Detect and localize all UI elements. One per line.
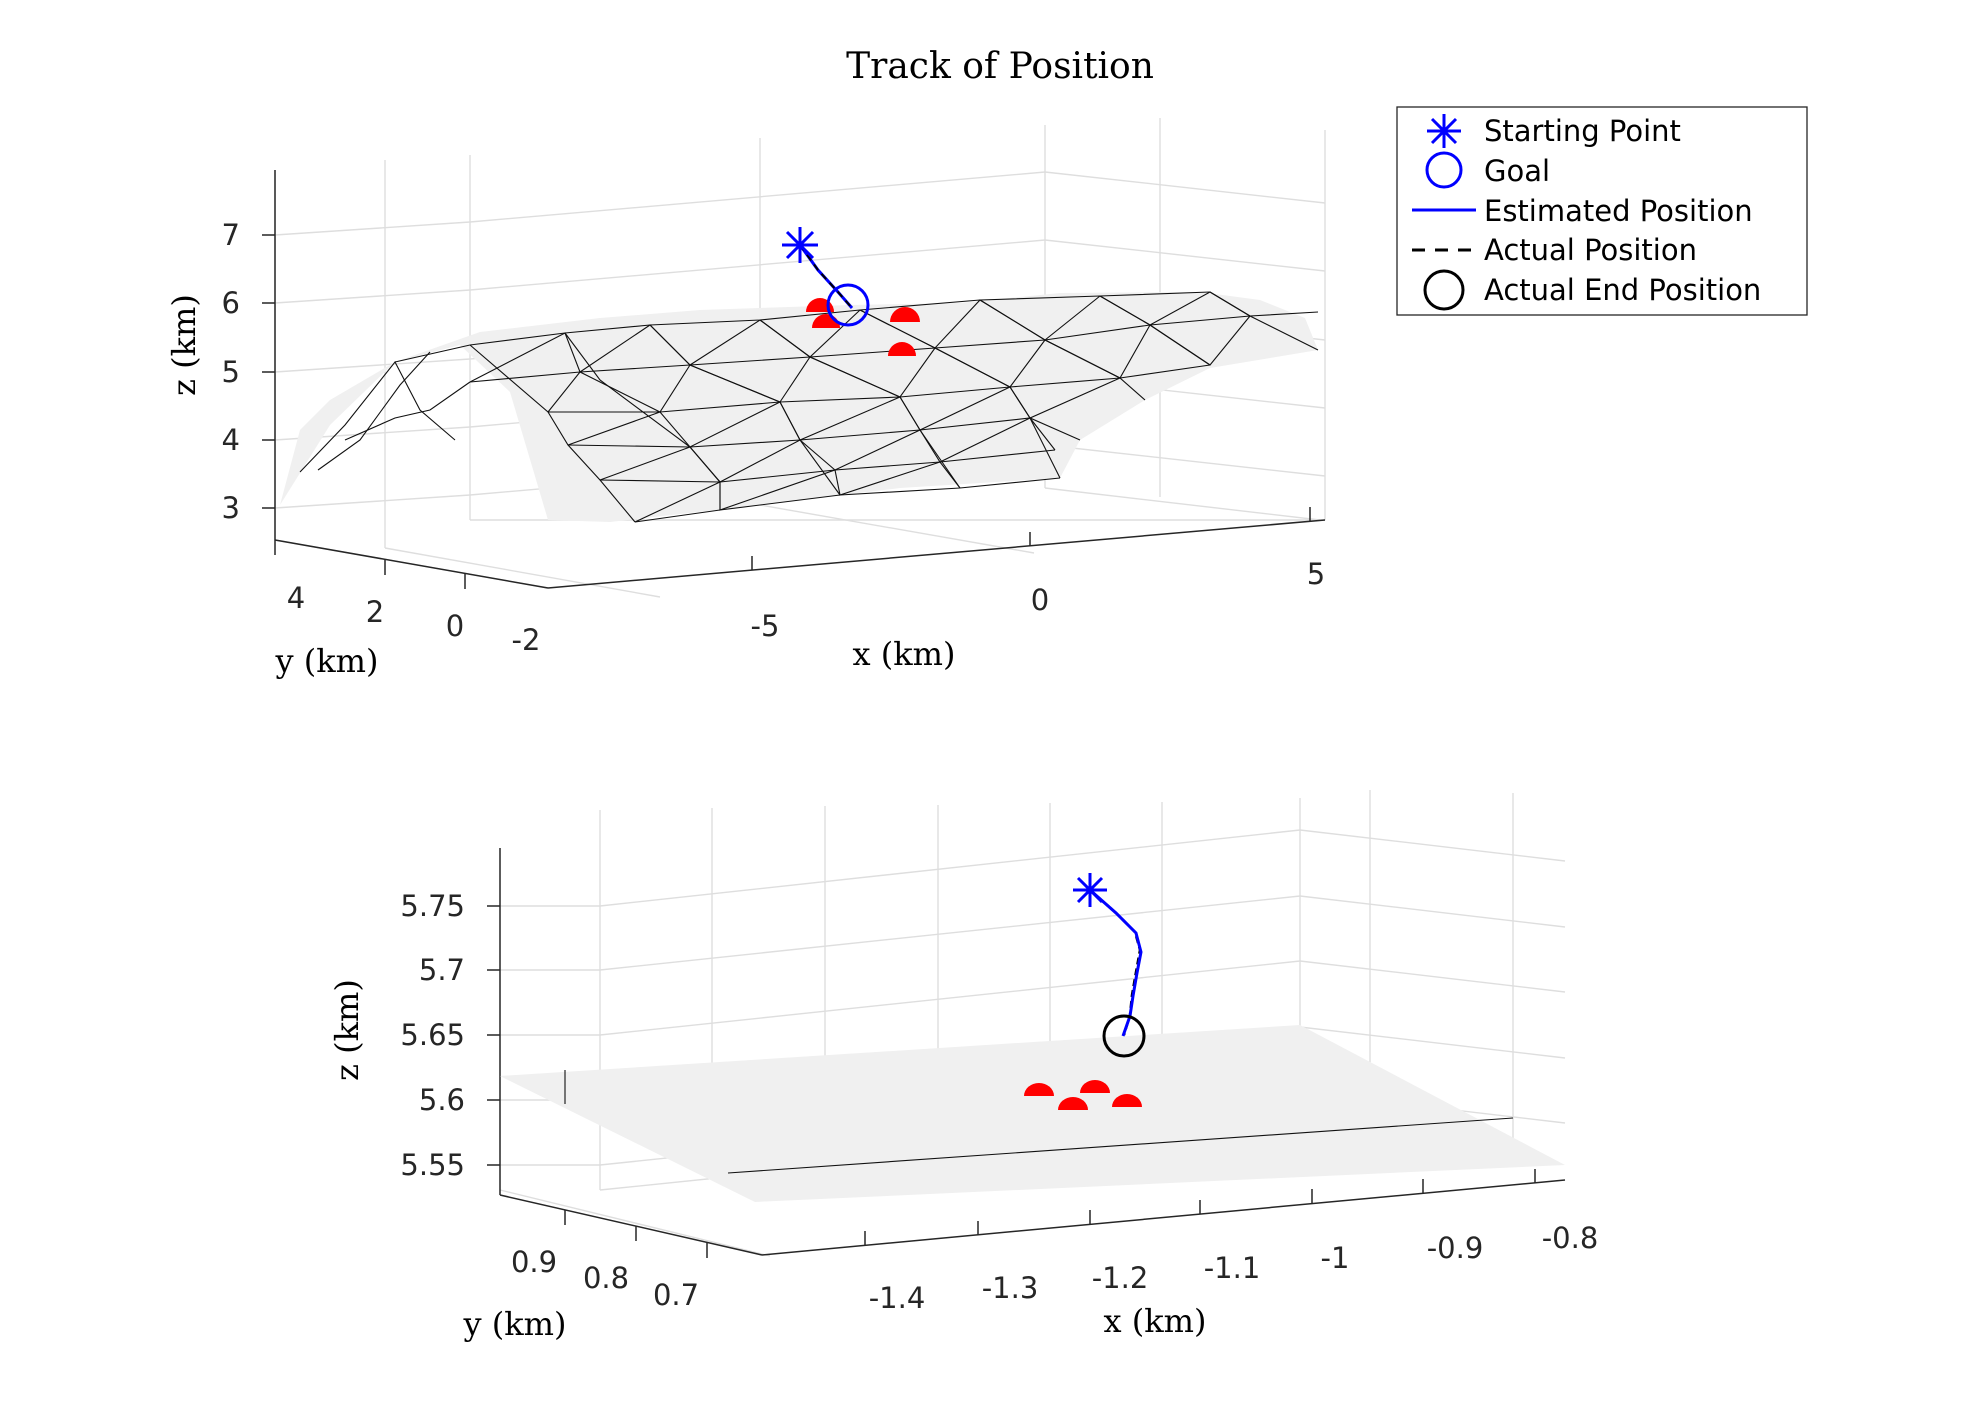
top-y-axis-label: y (km): [275, 642, 379, 680]
bottom-start-marker: [1073, 873, 1107, 907]
bottom-y-axis-label: y (km): [463, 1305, 567, 1343]
obstacle-marker: [890, 307, 920, 322]
svg-text:7: 7: [222, 218, 240, 252]
svg-text:-1.3: -1.3: [982, 1271, 1039, 1305]
svg-text:Estimated Position: Estimated Position: [1484, 194, 1753, 228]
top-actual-path: [799, 244, 853, 309]
obstacle-marker: [1024, 1083, 1054, 1096]
obstacle-marker: [1058, 1097, 1088, 1110]
bottom-plot: 5.75 5.7 5.65 5.6 5.55 0.9 0.8 0.7 -1.4 …: [328, 790, 1598, 1343]
bottom-trajectory: [1073, 873, 1146, 1058]
svg-text:4: 4: [222, 423, 240, 457]
bottom-estimated-path: [1089, 888, 1143, 1037]
svg-text:0.9: 0.9: [511, 1245, 557, 1279]
svg-text:-2: -2: [512, 623, 541, 657]
svg-text:-1.2: -1.2: [1092, 1261, 1149, 1295]
obstacle-marker: [1080, 1080, 1110, 1093]
bottom-actual-end-marker: [1102, 1014, 1146, 1058]
legend-entry-estimated-position: Estimated Position: [1412, 194, 1753, 228]
svg-text:-5: -5: [751, 609, 780, 643]
svg-text:Goal: Goal: [1484, 154, 1550, 188]
svg-text:5.75: 5.75: [400, 889, 465, 923]
legend-entry-actual-end-position: Actual End Position: [1423, 269, 1761, 311]
svg-text:Actual End Position: Actual End Position: [1484, 273, 1761, 307]
bottom-z-axis-label: z (km): [328, 979, 366, 1081]
svg-text:Actual Position: Actual Position: [1484, 233, 1697, 267]
svg-text:4: 4: [287, 581, 305, 615]
top-axes: [262, 170, 1326, 589]
bottom-terrain-plane: [500, 1025, 1565, 1202]
svg-text:0.8: 0.8: [583, 1261, 629, 1295]
svg-text:-0.8: -0.8: [1542, 1221, 1599, 1255]
bottom-y-tick-labels: 0.9 0.8 0.7: [511, 1245, 699, 1312]
svg-text:5.6: 5.6: [419, 1083, 465, 1117]
svg-text:5.65: 5.65: [400, 1018, 465, 1052]
bottom-x-tick-labels: -1.4 -1.3 -1.2 -1.1 -1 -0.9 -0.8: [869, 1221, 1599, 1315]
svg-text:0: 0: [1031, 583, 1049, 617]
svg-text:5.55: 5.55: [400, 1148, 465, 1182]
top-goal-marker: [826, 283, 870, 327]
svg-text:2: 2: [366, 595, 384, 629]
top-z-tick-labels: 7 6 5 4 3: [222, 218, 240, 525]
bottom-obstacles: [1024, 1080, 1142, 1110]
svg-text:0.7: 0.7: [653, 1278, 699, 1312]
obstacle-marker: [888, 342, 916, 356]
legend-entry-starting-point: Starting Point: [1427, 114, 1681, 148]
svg-text:5.7: 5.7: [419, 953, 465, 987]
svg-text:6: 6: [222, 286, 240, 320]
legend: Starting Point Goal Estimated Position A…: [1396, 106, 1808, 316]
svg-text:-1.4: -1.4: [869, 1281, 926, 1315]
svg-text:-1.1: -1.1: [1204, 1251, 1261, 1285]
svg-text:0: 0: [446, 609, 464, 643]
top-trajectory: [782, 227, 870, 327]
chart-title: Track of Position: [846, 46, 1154, 87]
svg-text:5: 5: [222, 355, 240, 389]
top-x-tick-labels: -5 0 5: [751, 557, 1326, 643]
top-plot: 7 6 5 4 3 4 2 0 -2 -5 0 5 z (km) y (km) …: [165, 118, 1326, 680]
svg-text:3: 3: [222, 491, 240, 525]
top-start-marker: [782, 227, 818, 263]
top-z-axis-label: z (km): [165, 294, 203, 396]
svg-text:5: 5: [1307, 557, 1325, 591]
svg-text:-1: -1: [1321, 1241, 1350, 1275]
bottom-axes: [487, 848, 1566, 1258]
bottom-x-axis-label: x (km): [1104, 1302, 1207, 1340]
legend-entry-goal: Goal: [1425, 151, 1550, 189]
obstacle-marker: [1112, 1094, 1142, 1107]
svg-text:Starting Point: Starting Point: [1484, 114, 1681, 148]
top-x-axis-label: x (km): [853, 635, 956, 673]
top-terrain-mesh: [280, 291, 1319, 523]
legend-entry-actual-position: Actual Position: [1412, 233, 1697, 267]
top-y-tick-labels: 4 2 0 -2: [287, 581, 541, 657]
bottom-z-tick-labels: 5.75 5.7 5.65 5.6 5.55: [400, 889, 465, 1182]
svg-text:-0.9: -0.9: [1427, 1231, 1484, 1265]
